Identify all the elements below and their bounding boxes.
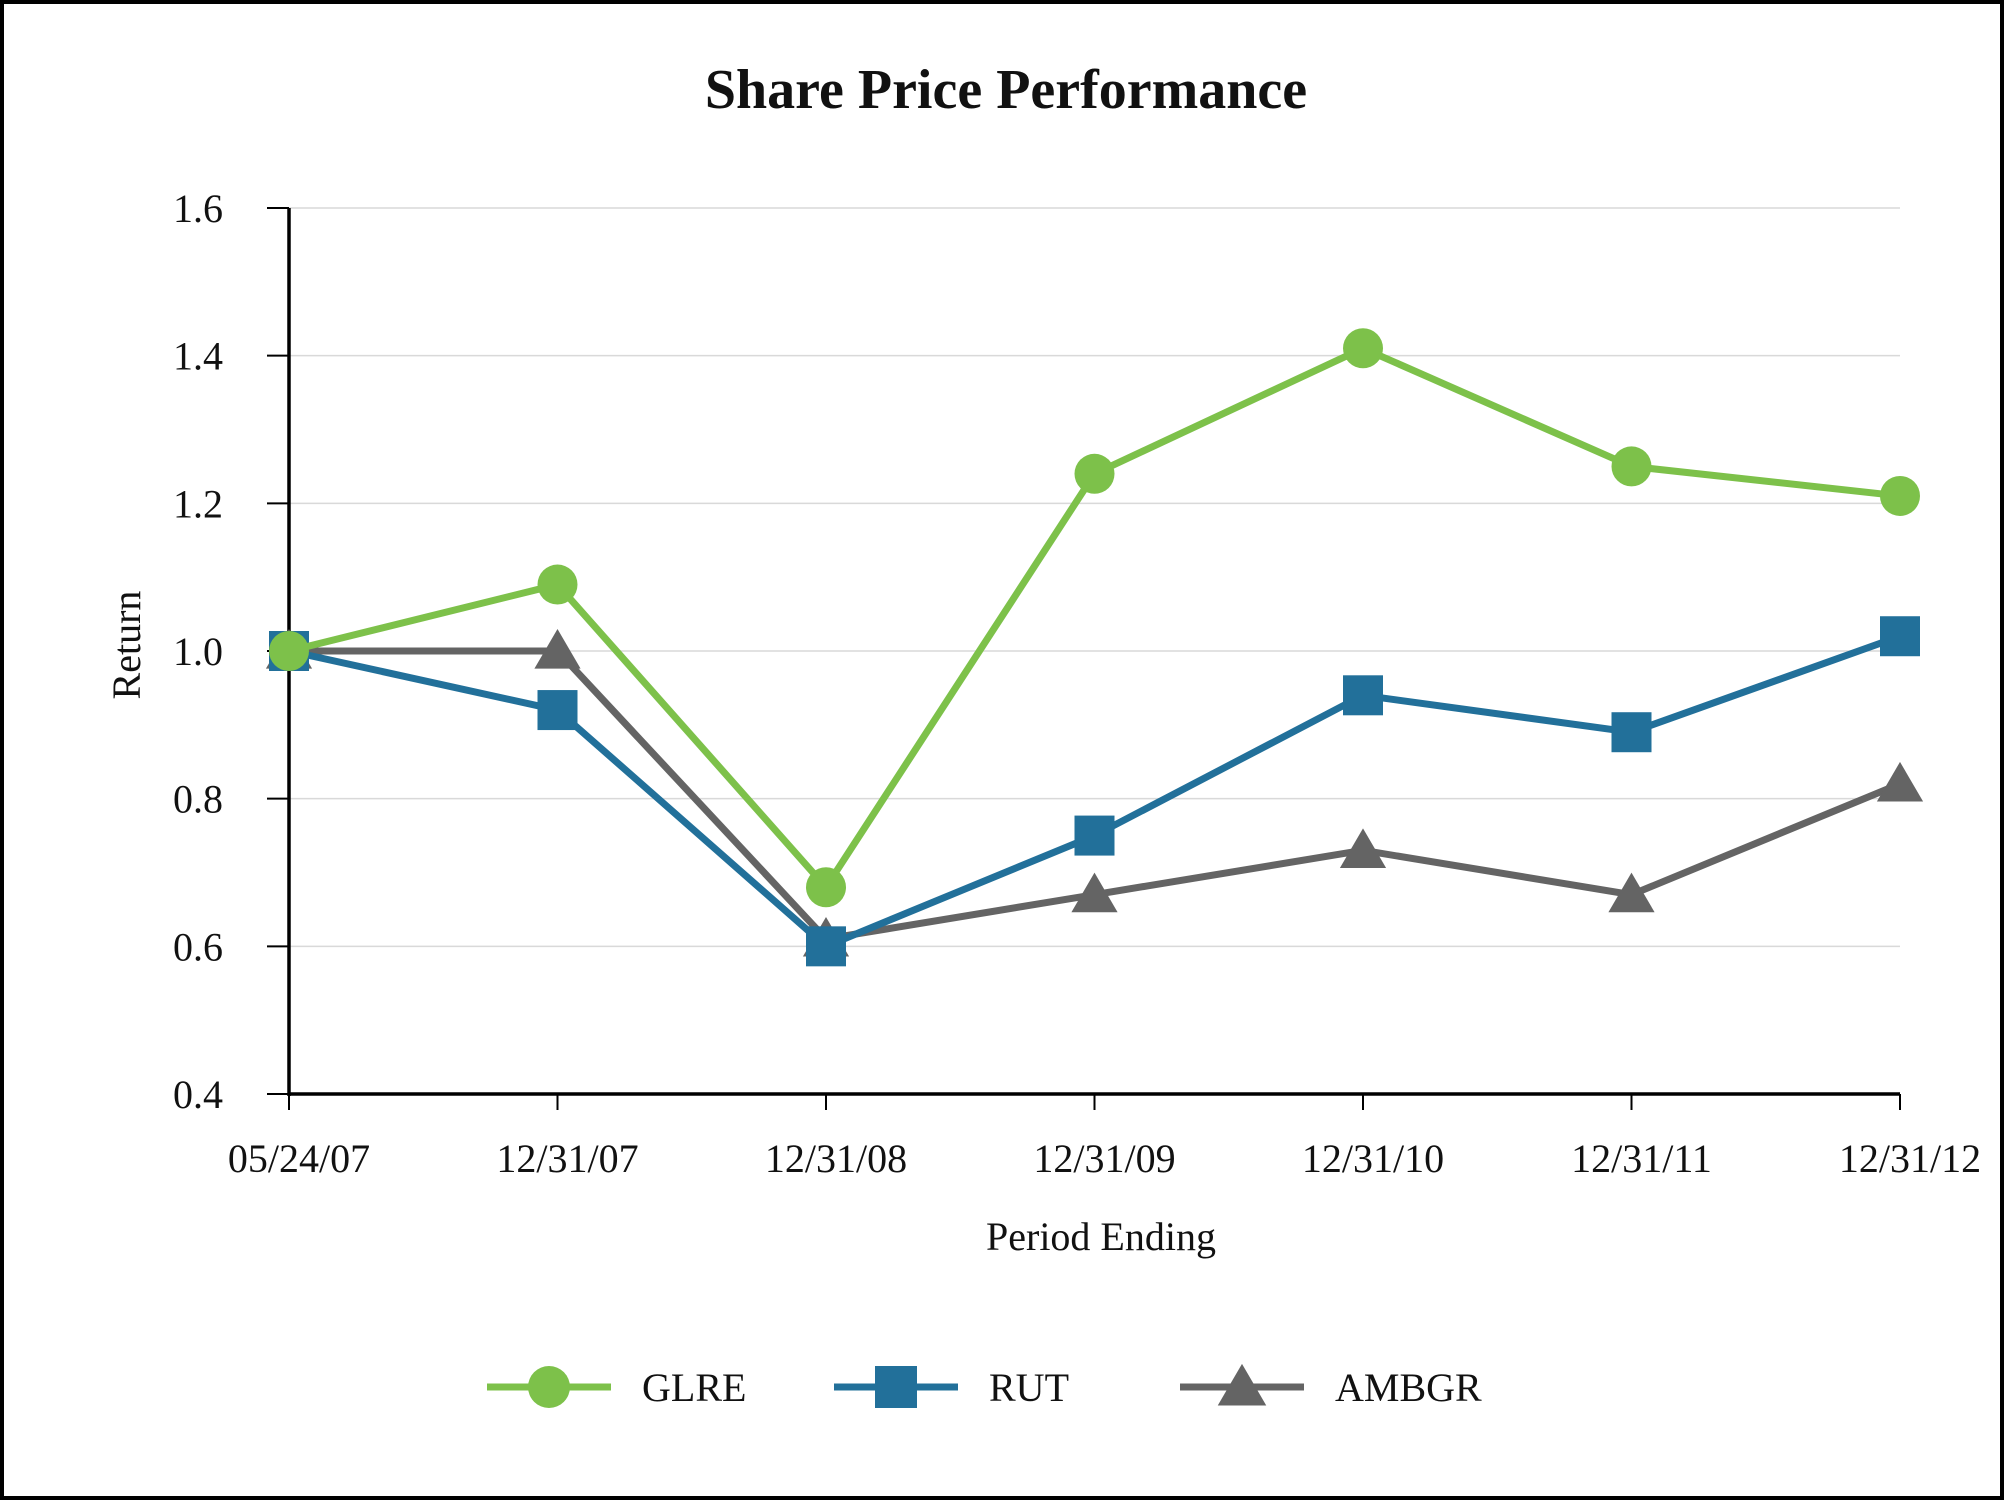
- chart-title: Share Price Performance: [705, 59, 1307, 121]
- data-point-circle: [1343, 328, 1383, 369]
- y-tick-label: 0.4: [173, 1072, 223, 1117]
- y-tick-label: 0.8: [173, 777, 223, 822]
- legend-label: RUT: [989, 1365, 1069, 1410]
- data-point-triangle: [534, 629, 581, 669]
- data-point-square: [1611, 712, 1652, 753]
- legend-item-glre: GLRE: [487, 1365, 746, 1410]
- x-tick-label: 12/31/10: [1302, 1136, 1444, 1181]
- data-point-circle: [1074, 453, 1115, 494]
- series-rut: [269, 616, 1920, 967]
- data-point-circle: [269, 631, 309, 671]
- data-point-square: [537, 690, 578, 731]
- data-point-square: [875, 1366, 917, 1408]
- data-point-square: [1880, 616, 1920, 657]
- x-axis-label: Period Ending: [986, 1214, 1216, 1259]
- legend-label: GLRE: [642, 1365, 746, 1410]
- data-point-circle: [1611, 446, 1652, 487]
- y-tick-label: 0.6: [173, 924, 223, 969]
- series-group: [265, 328, 1924, 967]
- data-point-circle: [1880, 475, 1920, 516]
- data-point-triangle: [1339, 828, 1387, 868]
- x-tick-label: 12/31/07: [496, 1136, 638, 1181]
- x-tick-label: 05/24/07: [228, 1136, 370, 1181]
- legend-label: AMBGR: [1335, 1365, 1482, 1410]
- legend-item-ambgr: AMBGR: [1180, 1363, 1482, 1410]
- x-tick-label: 12/31/08: [765, 1136, 907, 1181]
- x-axis-ticks: 05/24/07 12/31/07 12/31/08 12/31/09 12/31/10…: [228, 1094, 1981, 1181]
- data-point-triangle: [1608, 872, 1655, 913]
- x-tick-label: 12/31/09: [1033, 1136, 1175, 1181]
- data-point-triangle: [1876, 761, 1924, 802]
- data-point-triangle: [1217, 1363, 1267, 1406]
- y-axis-label: Return: [104, 591, 149, 700]
- y-tick-label: 1.6: [173, 186, 223, 231]
- data-point-square: [1343, 675, 1383, 716]
- x-tick-label: 12/31/12: [1839, 1136, 1981, 1181]
- data-point-triangle: [1071, 872, 1118, 913]
- data-point-circle: [528, 1366, 570, 1408]
- series-ambgr: [265, 629, 1924, 957]
- data-point-square: [1074, 815, 1115, 856]
- legend: GLRE RUT AMBGR: [487, 1363, 1482, 1410]
- y-axis-ticks: 0.4 0.6 0.8 1.0 1.2 1.4 1.6: [173, 186, 289, 1117]
- x-tick-label: 12/31/11: [1571, 1136, 1712, 1181]
- legend-item-rut: RUT: [834, 1365, 1069, 1410]
- y-tick-label: 1.0: [173, 629, 223, 674]
- series-line-glre: [288, 344, 1901, 891]
- data-point-circle: [806, 867, 846, 908]
- y-tick-label: 1.4: [173, 334, 223, 379]
- line-chart: Share Price Performance 0.4 0.6 0.8 1.0 1.2 1…: [104, 59, 1981, 1410]
- series-glre: [269, 328, 1920, 908]
- data-point-circle: [537, 564, 578, 605]
- data-point-square: [806, 926, 846, 967]
- y-tick-label: 1.2: [173, 481, 223, 526]
